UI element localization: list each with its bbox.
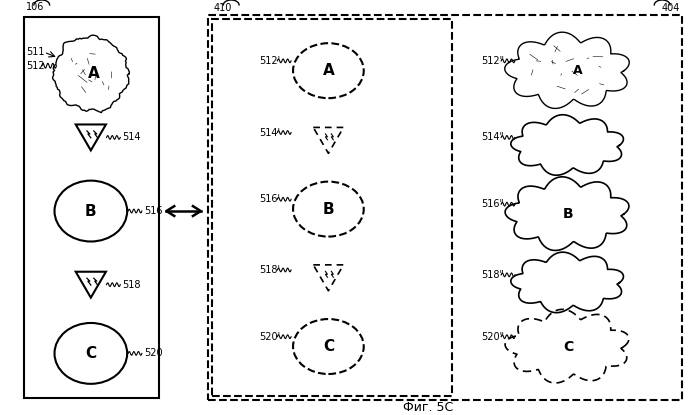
Text: 514: 514 xyxy=(122,132,140,142)
Text: 514': 514' xyxy=(259,127,281,137)
Text: Фиг. 5C: Фиг. 5C xyxy=(403,400,454,413)
Text: C: C xyxy=(563,339,573,354)
Text: 512": 512" xyxy=(482,56,505,66)
Text: 516: 516 xyxy=(144,206,162,216)
Ellipse shape xyxy=(55,323,127,384)
Text: 516": 516" xyxy=(482,199,505,209)
Text: 518': 518' xyxy=(259,265,281,275)
Text: 512: 512 xyxy=(26,61,45,71)
Text: C: C xyxy=(323,339,334,354)
Text: 410: 410 xyxy=(213,3,232,13)
Text: C: C xyxy=(85,346,96,361)
Text: B: B xyxy=(563,207,573,221)
Text: B: B xyxy=(322,202,334,217)
Text: A: A xyxy=(322,63,334,78)
Text: 106: 106 xyxy=(26,2,45,12)
Text: A: A xyxy=(88,66,100,81)
Text: 512': 512' xyxy=(259,56,281,66)
Text: 516': 516' xyxy=(259,194,281,204)
Text: A: A xyxy=(573,64,582,77)
Text: 520: 520 xyxy=(144,349,162,359)
Text: 511: 511 xyxy=(26,47,45,57)
Text: 404: 404 xyxy=(661,3,680,13)
Text: 518": 518" xyxy=(482,270,505,280)
Text: B: B xyxy=(85,203,96,219)
Polygon shape xyxy=(75,272,106,298)
Text: 520": 520" xyxy=(482,332,505,342)
Ellipse shape xyxy=(55,181,127,242)
Polygon shape xyxy=(75,124,106,150)
Text: 514": 514" xyxy=(482,132,505,142)
Text: 518: 518 xyxy=(122,280,140,290)
Text: 520': 520' xyxy=(259,332,281,342)
